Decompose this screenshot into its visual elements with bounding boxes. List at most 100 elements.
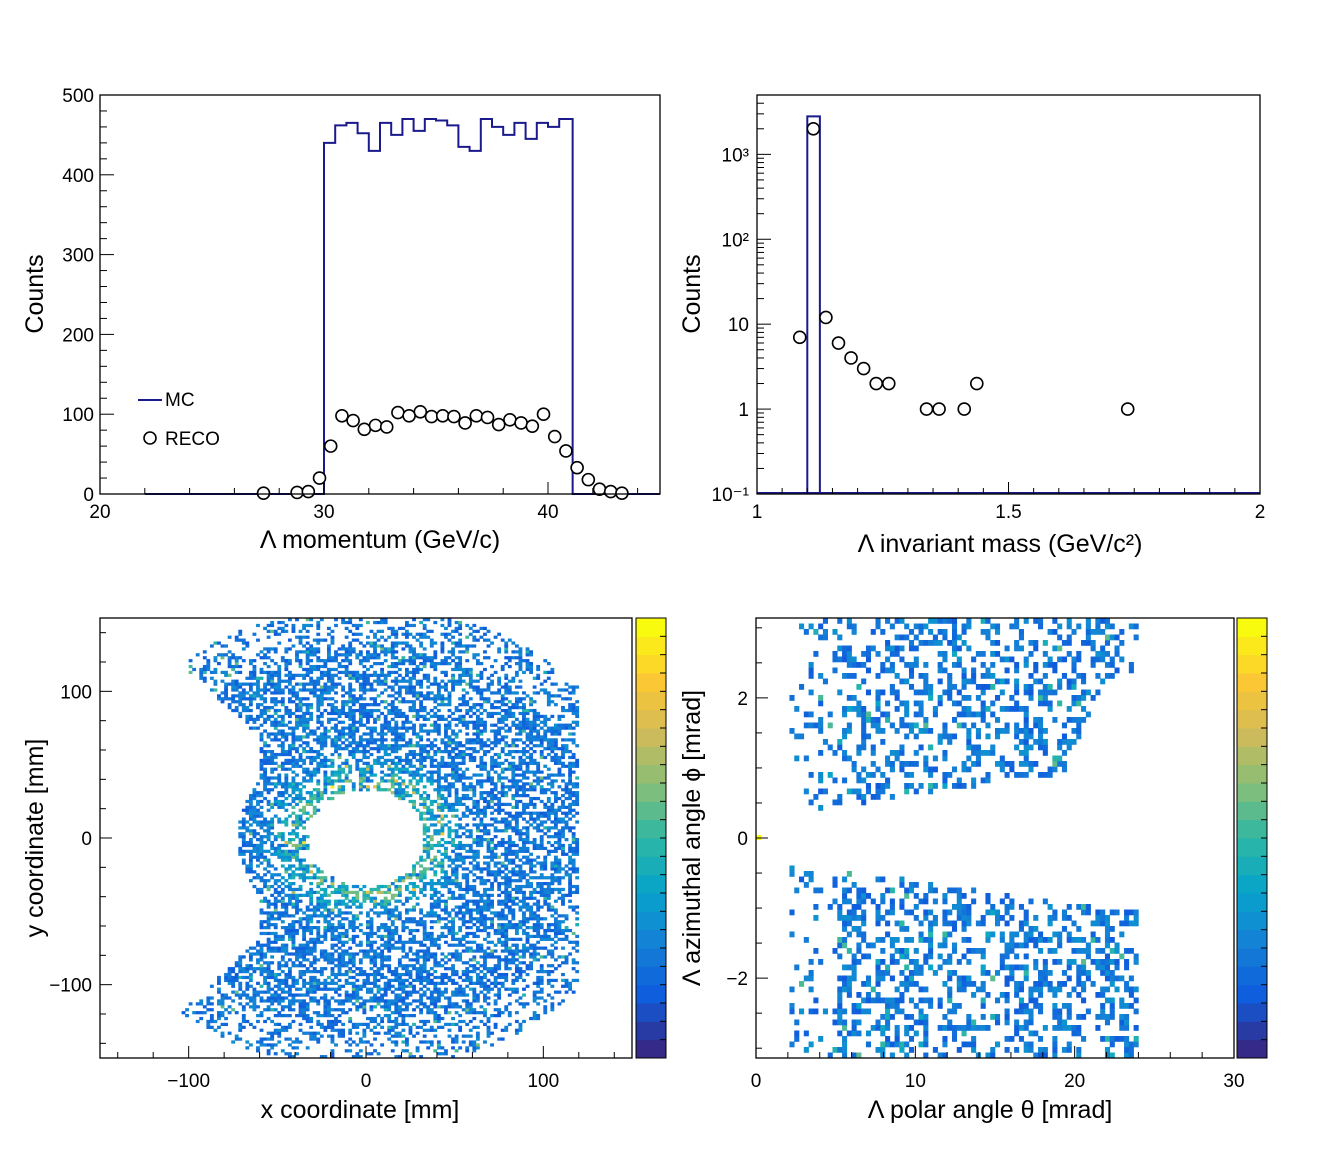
reco-mass-point [883, 378, 895, 390]
xy-heatmap-cell [380, 955, 384, 958]
xy-heatmap-cell [359, 911, 363, 914]
xy-heatmap-cell [313, 979, 317, 982]
xy-heatmap-cell [338, 932, 342, 935]
xy-heatmap-cell [327, 1014, 331, 1017]
xy-heatmap-cell [274, 647, 278, 650]
xy-heatmap-cell [455, 732, 459, 735]
xy-heatmap-cell [302, 938, 306, 941]
xy-heatmap-cell [384, 750, 388, 753]
xy-heatmap-cell [469, 870, 473, 873]
xy-heatmap-cell [362, 683, 366, 686]
xy-heatmap-cell [401, 656, 405, 659]
xy-heatmap-cell [419, 776, 423, 779]
xy-heatmap-cell [423, 662, 427, 665]
xy-heatmap-cell [419, 644, 423, 647]
xy-heatmap-cell [245, 967, 249, 970]
xy-heatmap-cell [299, 688, 303, 691]
xy-heatmap-cell [430, 765, 434, 768]
xy-heatmap-cell [430, 729, 434, 732]
xy-heatmap-cell [323, 639, 327, 642]
xy-heatmap-cell [284, 985, 288, 988]
xy-heatmap-cell [348, 697, 352, 700]
xy-heatmap-cell [288, 1008, 292, 1011]
xy-heatmap-cell [437, 809, 441, 812]
xy-heatmap-cell [231, 688, 235, 691]
xy-heatmap-cell [409, 938, 413, 941]
xy-heatmap-cell [281, 630, 285, 633]
xy-heatmap-cell [352, 993, 356, 996]
xy-heatmap-cell [217, 991, 221, 994]
xy-heatmap-cell [465, 970, 469, 973]
xy-heatmap-cell [270, 903, 274, 906]
xy-heatmap-cell [462, 721, 466, 724]
xy-heatmap-cell [387, 979, 391, 982]
xy-heatmap-cell [217, 1017, 221, 1020]
xy-heatmap-cell [338, 653, 342, 656]
xy-heatmap-cell [274, 691, 278, 694]
xy-heatmap-cell [430, 715, 434, 718]
xy-heatmap-cell [405, 659, 409, 662]
xy-heatmap-cell [249, 817, 253, 820]
xy-heatmap-cell [341, 665, 345, 668]
xy-heatmap-cell [387, 982, 391, 985]
xy-heatmap-cell [462, 923, 466, 926]
xy-heatmap-cell [458, 750, 462, 753]
xy-heatmap-cell [465, 700, 469, 703]
xy-heatmap-cell [256, 967, 260, 970]
xy-heatmap-cell [313, 864, 317, 867]
xy-heatmap-cell [462, 674, 466, 677]
xy-heatmap-cell [345, 700, 349, 703]
xy-heatmap-cell [242, 967, 246, 970]
xy-heatmap-cell [387, 903, 391, 906]
xy-heatmap-cell [284, 1037, 288, 1040]
xy-heatmap-cell [458, 817, 462, 820]
xy-heatmap-cell [284, 911, 288, 914]
xy-heatmap-cell [366, 709, 370, 712]
xy-heatmap-cell [458, 841, 462, 844]
xy-heatmap-cell [426, 1020, 430, 1023]
xy-heatmap-cell [249, 815, 253, 818]
xy-heatmap-cell [405, 973, 409, 976]
xy-heatmap-cell [401, 1008, 405, 1011]
xy-heatmap-cell [260, 947, 264, 950]
reco-point [616, 487, 628, 499]
xy-heatmap-cell [270, 876, 274, 879]
xy-heatmap-cell [270, 817, 274, 820]
xy-heatmap-cell [341, 944, 345, 947]
xy-heatmap-cell [426, 685, 430, 688]
xy-heatmap-cell [448, 976, 452, 979]
xy-heatmap-cell [419, 727, 423, 730]
xy-heatmap-cell [362, 1008, 366, 1011]
xy-heatmap-cell [387, 709, 391, 712]
xy-heatmap-cell [405, 741, 409, 744]
xy-heatmap-cell [313, 982, 317, 985]
xy-heatmap-cell [469, 908, 473, 911]
xy-heatmap-cell [479, 674, 483, 677]
xy-heatmap-cell [316, 703, 320, 706]
xy-heatmap-cell [426, 744, 430, 747]
xy-heatmap-cell [419, 803, 423, 806]
xy-heatmap-cell [380, 903, 384, 906]
xy-heatmap-cell [277, 1014, 281, 1017]
xy-heatmap-cell [292, 1046, 296, 1049]
xy-heatmap-cell [384, 744, 388, 747]
xy-heatmap-cell [302, 779, 306, 782]
xy-heatmap-cell [359, 941, 363, 944]
xy-heatmap-cell [316, 633, 320, 636]
xy-heatmap-cell [302, 697, 306, 700]
xy-heatmap-cell [295, 815, 299, 818]
xy-heatmap-cell [256, 688, 260, 691]
xy-heatmap-cell [419, 970, 423, 973]
xy-heatmap-cell [444, 750, 448, 753]
xy-heatmap-cell [366, 952, 370, 955]
xy-heatmap-cell [306, 949, 310, 952]
xy-heatmap-cell [387, 627, 391, 630]
xy-heatmap-cell [398, 709, 402, 712]
xy-heatmap-cell [377, 759, 381, 762]
xy-heatmap-cell [274, 1014, 278, 1017]
xy-heatmap-cell [277, 677, 281, 680]
xy-heatmap-cell [352, 955, 356, 958]
xy-heatmap-cell [295, 873, 299, 876]
xy-heatmap-cell [362, 680, 366, 683]
xy-heatmap-cell [277, 715, 281, 718]
